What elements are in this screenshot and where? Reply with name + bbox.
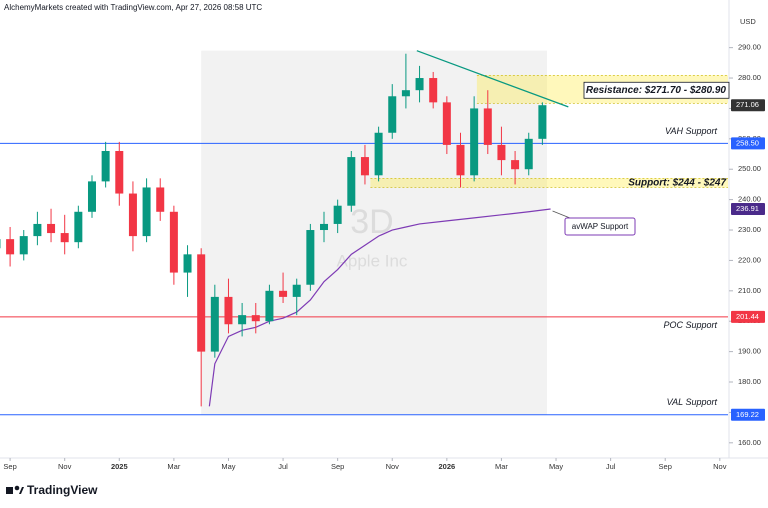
x-tick-label: Nov: [713, 462, 727, 471]
candle-body: [265, 290, 274, 322]
candle-body: [306, 230, 315, 285]
candle-body: [456, 144, 465, 176]
candle-body: [74, 211, 83, 243]
price-tag: [731, 137, 765, 150]
candle-body: [156, 187, 165, 212]
y-tick-label: 160.00: [738, 438, 761, 447]
candle-body: [6, 239, 15, 255]
candle-body: [497, 144, 506, 161]
level-label: VAH Support: [665, 126, 718, 136]
candle-body: [511, 160, 520, 170]
candle-body: [87, 181, 96, 212]
logo-mark: [6, 487, 13, 494]
x-tick-label: 2025: [111, 462, 128, 471]
candle-body: [60, 233, 69, 243]
candle-body: [442, 102, 451, 145]
candle-body: [183, 254, 192, 273]
level-label: POC Support: [663, 320, 717, 330]
candle-body: [470, 108, 479, 176]
candle-body: [401, 90, 410, 97]
x-tick-label: Nov: [58, 462, 72, 471]
x-tick-label: Sep: [3, 462, 16, 471]
x-tick-label: May: [221, 462, 235, 471]
candle-body: [197, 254, 206, 352]
candle-body: [128, 193, 137, 237]
candle-body: [33, 223, 42, 237]
x-tick-label: Sep: [659, 462, 672, 471]
x-tick-label: Mar: [167, 462, 180, 471]
callout-box: [564, 217, 636, 236]
price-tag-label: 201.44: [736, 312, 759, 321]
logo: TradingView: [6, 483, 98, 497]
candle-body: [415, 78, 424, 91]
candle-body: [101, 150, 110, 182]
price-tag: [731, 310, 765, 323]
logo-mark: [19, 487, 24, 494]
level-label: VAL Support: [667, 397, 718, 407]
price-tag: [731, 203, 765, 216]
y-tick-label: 290.00: [738, 43, 761, 52]
price-tag: [731, 408, 765, 421]
x-tick-label: Jul: [278, 462, 288, 471]
candle-body: [210, 296, 219, 352]
logo-mark: [14, 485, 20, 491]
candle-body: [224, 296, 233, 325]
watermark-symbol: 3D: [350, 203, 393, 241]
candle-body: [47, 223, 56, 234]
candle-body: [238, 315, 247, 325]
x-tick-label: May: [549, 462, 563, 471]
candle-body: [251, 315, 260, 322]
currency: USD: [740, 17, 756, 26]
y-tick-label: 230.00: [738, 225, 761, 234]
annotation: Support: $244 - $247: [628, 178, 726, 189]
candle-body: [320, 223, 329, 231]
y-tick-label: 220.00: [738, 255, 761, 264]
price-tag-label: 258.50: [736, 138, 759, 147]
candle-body: [115, 150, 124, 194]
y-tick-label: 280.00: [738, 73, 761, 82]
candle-body: [347, 157, 356, 206]
candle-body: [142, 187, 151, 237]
candle-body: [429, 78, 438, 103]
candle-body: [483, 108, 492, 145]
x-tick-label: Nov: [386, 462, 400, 471]
y-tick-label: 180.00: [738, 377, 761, 386]
zone: [370, 178, 728, 188]
candle-body: [169, 211, 178, 273]
x-tick-label: Mar: [495, 462, 508, 471]
candle-body: [19, 236, 28, 255]
y-tick-label: 210.00: [738, 286, 761, 295]
candle-body: [333, 205, 342, 224]
y-tick-label: 240.00: [738, 195, 761, 204]
price-tag: [731, 99, 765, 112]
x-tick-label: 2026: [439, 462, 456, 471]
x-tick-label: Jul: [606, 462, 616, 471]
candle-body: [524, 138, 533, 170]
annotation: Resistance: $271.70 - $280.90: [586, 85, 727, 96]
candle-body: [279, 290, 288, 297]
header: AlchemyMarkets created with TradingView.…: [4, 3, 262, 12]
x-tick-label: Sep: [331, 462, 344, 471]
candle-body: [360, 157, 369, 176]
candle-body: [292, 284, 301, 297]
trendline: [416, 50, 569, 108]
price-tag-label: 169.22: [736, 410, 759, 419]
annotation-box: [583, 81, 730, 99]
candle-body: [538, 105, 547, 139]
price-tag-label: 271.06: [736, 100, 759, 109]
watermark-name: Apple Inc: [337, 251, 408, 270]
price-tag-label: 236.91: [736, 204, 759, 213]
footer-brand: TradingView: [27, 483, 98, 497]
y-tick-label: 250.00: [738, 164, 761, 173]
avwap-line: [208, 208, 551, 407]
candle-body: [374, 132, 383, 176]
callout-label: avWAP Support: [572, 222, 629, 231]
y-tick-label: 190.00: [738, 347, 761, 356]
candle-body: [388, 96, 397, 133]
